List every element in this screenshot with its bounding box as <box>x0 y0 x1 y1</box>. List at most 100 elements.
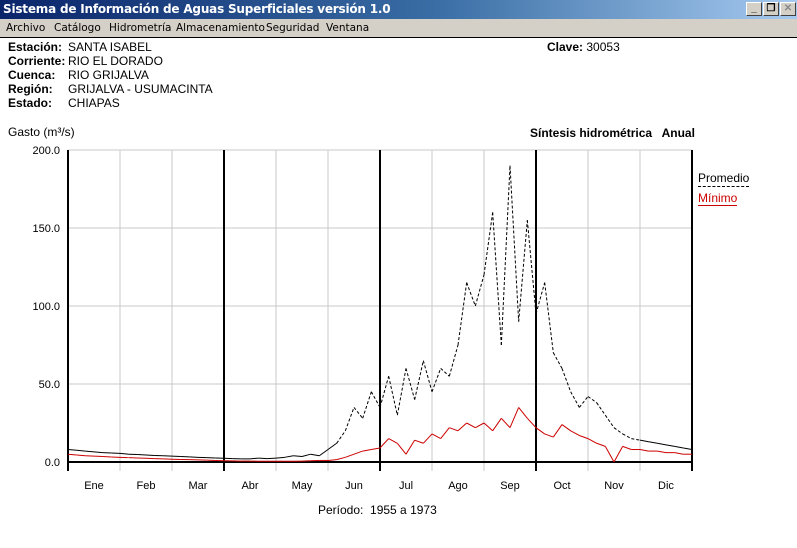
promedio-segment <box>535 282 546 314</box>
minimo-segment <box>345 453 355 458</box>
minimo-segment <box>327 459 337 461</box>
minimo-segment <box>67 453 77 456</box>
promedio-segment <box>552 352 563 369</box>
menu-ventana[interactable]: Ventana <box>326 22 370 34</box>
station-info: Estación: SANTA ISABEL Corriente: RIO EL D… <box>8 40 213 110</box>
minimo-segment <box>475 422 485 429</box>
menu-hidrometria[interactable]: Hidrometría <box>109 22 172 34</box>
window-title: Sistema de Información de Aguas Superfic… <box>3 2 391 16</box>
minimo-segment <box>604 446 615 463</box>
close-button[interactable]: ✕ <box>780 2 796 16</box>
restore-button[interactable]: ❐ <box>763 2 779 16</box>
minimo-segment <box>544 433 554 438</box>
promedio-segment <box>85 450 95 453</box>
promedio-segment <box>509 165 520 322</box>
promedio-segment <box>483 212 494 275</box>
minimo-segment <box>76 454 86 457</box>
minimo-segment <box>492 418 502 432</box>
minimo-segment <box>613 446 624 463</box>
menu-bar: Archivo Catálogo Hidrometría Almacenamie… <box>0 19 797 38</box>
minimo-segment <box>414 439 424 444</box>
x-tick-label: Jul <box>399 480 413 492</box>
promedio-segment <box>414 360 424 400</box>
promedio-segment <box>422 360 433 392</box>
promedio-segment <box>604 414 615 428</box>
minimo-segment <box>535 427 545 435</box>
promedio-segment <box>631 438 641 441</box>
minimize-button[interactable]: _ <box>746 2 762 16</box>
promedio-segment <box>561 368 572 392</box>
menu-seguridad[interactable]: Seguridad <box>266 22 320 34</box>
menu-archivo[interactable]: Archivo <box>6 22 46 34</box>
estado-value: CHIAPAS <box>68 96 120 110</box>
minimo-segment <box>657 450 667 454</box>
promedio-segment <box>466 282 476 307</box>
minimo-segment <box>431 433 441 440</box>
x-tick-label: Sep <box>500 480 520 492</box>
minimo-segment <box>639 449 649 452</box>
cuenca-value: RIO GRIJALVA <box>68 68 149 82</box>
clave: Clave: 30053 <box>547 40 620 54</box>
promedio-segment <box>657 442 667 446</box>
promedio-segment <box>275 456 285 459</box>
promedio-segment <box>93 451 103 454</box>
minimo-segment <box>440 427 450 439</box>
minimo-segment <box>552 424 563 438</box>
promedio-segment <box>284 455 294 458</box>
promedio-segment <box>362 391 372 419</box>
title-bar: Sistema de Información de Aguas Superfic… <box>0 0 797 19</box>
promedio-segment <box>457 282 468 346</box>
minimo-segment <box>526 417 537 429</box>
promedio-segment <box>293 455 303 458</box>
x-tick-label: Nov <box>604 480 624 492</box>
promedio-segment <box>492 212 502 346</box>
promedio-segment <box>249 457 259 460</box>
minimo-segment <box>466 422 476 429</box>
promedio-segment <box>474 274 485 307</box>
promedio-segment <box>388 376 398 416</box>
promedio-segment <box>665 444 675 447</box>
promedio-segment <box>544 282 554 353</box>
minimo-segment <box>457 422 468 432</box>
x-tick-label: Abr <box>241 480 258 492</box>
minimo-segment <box>596 442 606 447</box>
menu-catalogo[interactable]: Catálogo <box>54 22 101 34</box>
minimo-segment <box>483 422 494 432</box>
promedio-segment <box>67 449 77 451</box>
y-tick-label: 0.0 <box>45 457 60 469</box>
promedio-segment <box>119 452 129 455</box>
station-value: SANTA ISABEL <box>68 40 152 54</box>
promedio-segment <box>570 391 580 408</box>
label: Cuenca: <box>8 68 56 82</box>
menu-almacenamiento[interactable]: Almacenamiento <box>176 22 265 34</box>
promedio-segment <box>379 376 390 408</box>
minimo-segment <box>449 427 459 432</box>
promedio-segment <box>639 439 649 443</box>
x-tick-label: Ago <box>448 480 468 492</box>
promedio-segment <box>683 447 693 451</box>
minimo-segment <box>379 438 390 449</box>
promedio-segment <box>448 344 459 377</box>
minimo-segment <box>371 447 381 451</box>
label: Estación: <box>8 40 63 54</box>
promedio-segment <box>431 368 442 392</box>
y-tick-label: 200.0 <box>32 145 60 157</box>
promedio-segment <box>440 368 450 377</box>
region-value: GRIJALVA - USUMACINTA <box>68 82 213 96</box>
promedio-segment <box>648 441 658 444</box>
promedio-segment <box>674 445 684 449</box>
promedio-segment <box>578 396 589 408</box>
clave-value: 30053 <box>586 40 620 54</box>
legend-minimo: Mínimo <box>698 191 738 206</box>
promedio-segment <box>327 442 337 450</box>
promedio-segment <box>310 453 320 457</box>
corriente-value: RIO EL DORADO <box>68 54 163 68</box>
x-tick-label: Dic <box>658 480 674 492</box>
y-tick-label: 100.0 <box>32 301 60 313</box>
minimo-segment <box>362 449 372 452</box>
minimo-segment <box>587 438 597 444</box>
promedio-segment <box>622 433 632 440</box>
x-tick-label: Feb <box>137 480 156 492</box>
x-tick-label: Ene <box>84 480 104 492</box>
